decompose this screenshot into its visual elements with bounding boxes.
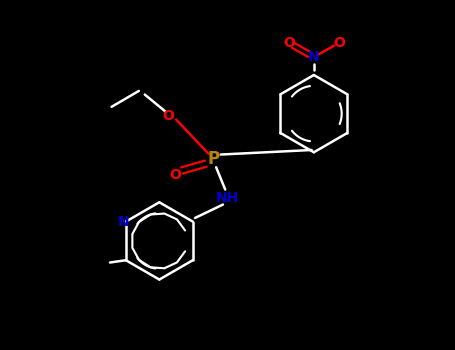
Text: O: O (333, 36, 345, 50)
Text: O: O (162, 109, 174, 123)
Text: O: O (169, 168, 181, 182)
Text: O: O (283, 36, 295, 50)
Text: N: N (118, 215, 129, 229)
Text: NH: NH (216, 191, 239, 205)
Text: N: N (308, 50, 320, 64)
Text: P: P (208, 150, 220, 168)
